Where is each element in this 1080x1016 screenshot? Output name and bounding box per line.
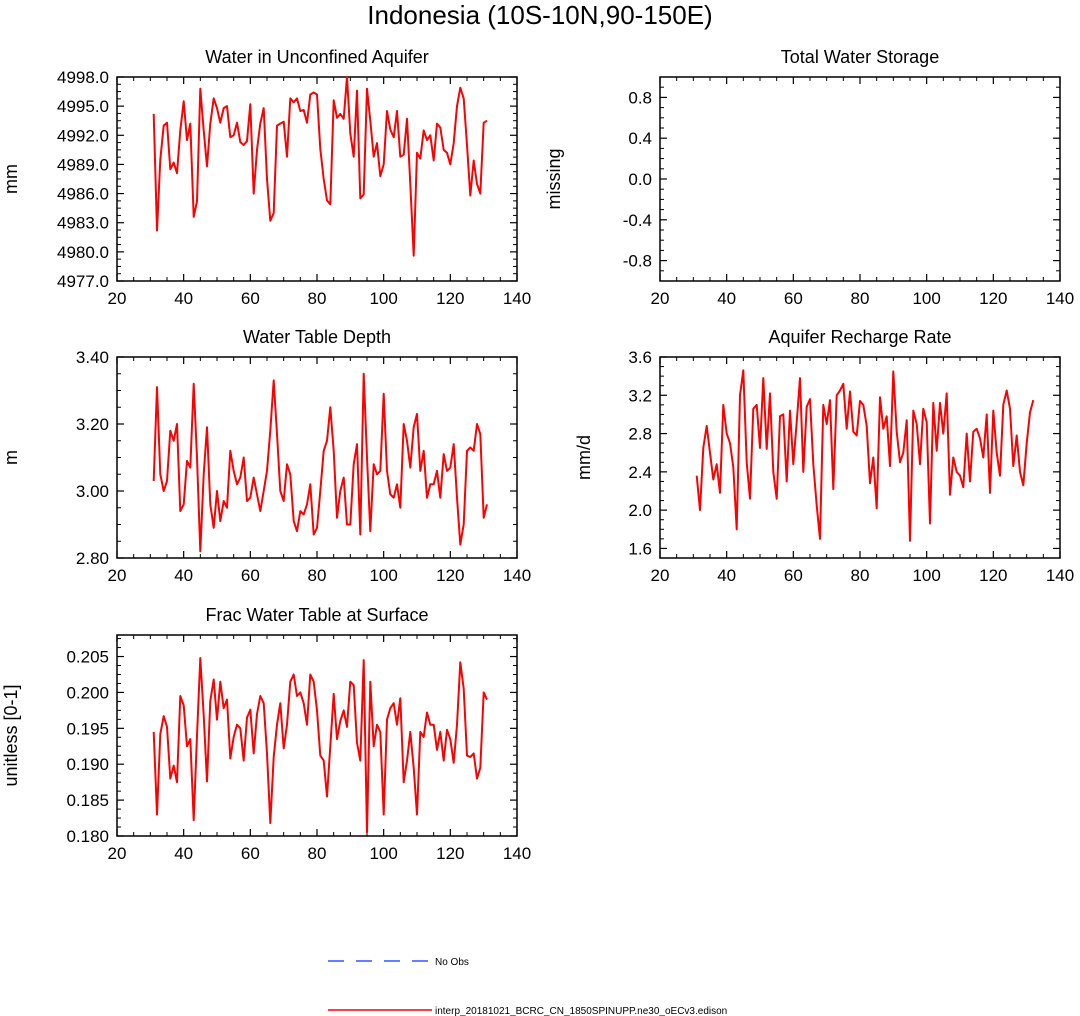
y-tick-label: 0.205 [66, 648, 109, 667]
y-tick-label: 3.40 [76, 348, 109, 367]
y-tick-label: 0.190 [66, 755, 109, 774]
x-tick-label: 80 [308, 566, 327, 585]
chart-title: Water in Unconfined Aquifer [205, 47, 428, 67]
y-tick-label: 0.4 [628, 129, 652, 148]
x-tick-label: 140 [1046, 566, 1074, 585]
y-tick-label: 4992.0 [57, 126, 109, 145]
y-tick-label: 4983.0 [57, 214, 109, 233]
x-tick-label: 40 [174, 289, 193, 308]
x-tick-label: 120 [979, 289, 1007, 308]
x-tick-label: 100 [369, 844, 397, 863]
series-line [152, 76, 488, 257]
y-axis-label: m [1, 450, 21, 465]
series-line [152, 372, 488, 553]
x-tick-label: 100 [369, 566, 397, 585]
x-tick-label: 60 [784, 289, 803, 308]
y-tick-label: 3.20 [76, 415, 109, 434]
panel-water-in-unconfined-aquifer: Water in Unconfined Aquifer 20 40 60 80 100 12… [1, 47, 531, 308]
x-tick-label: 60 [241, 566, 260, 585]
x-tick-label: 100 [369, 289, 397, 308]
chart-title: Water Table Depth [243, 327, 391, 347]
panel-water-table-depth: Water Table Depth 20 40 60 80 100 120 140 2.80 3.… [1, 327, 531, 585]
figure-title: Indonesia (10S-10N,90-150E) [367, 0, 712, 30]
y-tick-label: 4980.0 [57, 243, 109, 262]
x-tick-label: 20 [651, 566, 670, 585]
y-tick-label: 2.8 [628, 425, 652, 444]
x-tick-label: 120 [436, 844, 464, 863]
panel-aquifer-recharge-rate: Aquifer Recharge Rate 20 40 60 80 100 120 140 1.… [574, 327, 1074, 585]
y-tick-label: 1.6 [628, 539, 652, 558]
y-tick-label: 4995.0 [57, 97, 109, 116]
y-tick-label: 2.4 [628, 463, 652, 482]
y-tick-label: 4998.0 [57, 68, 109, 87]
x-tick-label: 140 [1046, 289, 1074, 308]
x-tick-label: 40 [717, 289, 736, 308]
y-axis-label: mm [1, 164, 21, 194]
y-tick-label: 2.80 [76, 549, 109, 568]
y-tick-label: 0.180 [66, 827, 109, 846]
y-tick-label: 3.00 [76, 482, 109, 501]
x-tick-label: 140 [503, 289, 531, 308]
series-line [695, 369, 1035, 542]
y-axis-label: unitless [0-1] [1, 684, 21, 786]
x-tick-label: 60 [241, 289, 260, 308]
y-tick-label: -0.4 [623, 211, 652, 230]
x-tick-label: 60 [784, 566, 803, 585]
y-tick-label: 4989.0 [57, 155, 109, 174]
x-tick-label: 140 [503, 566, 531, 585]
y-axis-label: mm/d [574, 435, 594, 480]
x-tick-label: 40 [174, 566, 193, 585]
legend-model-label: interp_20181021_BCRC_CN_1850SPINUPP.ne30… [435, 1006, 727, 1016]
x-tick-label: 120 [979, 566, 1007, 585]
plot-frame [659, 76, 1061, 282]
legend: No Obs interp_20181021_BCRC_CN_1850SPINU… [328, 957, 727, 1016]
x-tick-label: 140 [503, 844, 531, 863]
x-tick-label: 100 [912, 566, 940, 585]
x-tick-label: 40 [717, 566, 736, 585]
series-line [152, 657, 488, 834]
y-tick-label: 3.2 [628, 386, 652, 405]
x-tick-label: 20 [108, 289, 127, 308]
x-tick-label: 20 [651, 289, 670, 308]
y-tick-label: 0.185 [66, 791, 109, 810]
y-tick-label: 0.8 [628, 88, 652, 107]
panel-frac-water-table-at-surface: Frac Water Table at Surface 20 40 60 80 100 12… [1, 605, 531, 863]
chart-title: Frac Water Table at Surface [205, 605, 428, 625]
x-tick-label: 120 [436, 289, 464, 308]
y-tick-label: 4986.0 [57, 185, 109, 204]
x-tick-label: 80 [851, 289, 870, 308]
x-tick-label: 80 [308, 844, 327, 863]
y-tick-label: -0.8 [623, 252, 652, 271]
x-tick-label: 20 [108, 566, 127, 585]
y-tick-label: 3.6 [628, 348, 652, 367]
chart-title: Total Water Storage [781, 47, 939, 67]
chart-title: Aquifer Recharge Rate [768, 327, 951, 347]
y-tick-label: 0.195 [66, 719, 109, 738]
legend-obs-label: No Obs [435, 957, 469, 968]
x-tick-label: 60 [241, 844, 260, 863]
x-tick-label: 80 [308, 289, 327, 308]
x-tick-label: 40 [174, 844, 193, 863]
y-tick-label: 4977.0 [57, 272, 109, 291]
x-tick-label: 120 [436, 566, 464, 585]
x-tick-label: 100 [912, 289, 940, 308]
y-tick-label: 0.0 [628, 170, 652, 189]
x-tick-label: 20 [108, 844, 127, 863]
y-tick-label: 2.0 [628, 501, 652, 520]
x-tick-label: 80 [851, 566, 870, 585]
panel-total-water-storage: Total Water Storage 20 40 60 80 100 120 140 -0.8… [544, 47, 1074, 308]
y-axis-label: missing [544, 148, 564, 209]
y-tick-label: 0.200 [66, 683, 109, 702]
